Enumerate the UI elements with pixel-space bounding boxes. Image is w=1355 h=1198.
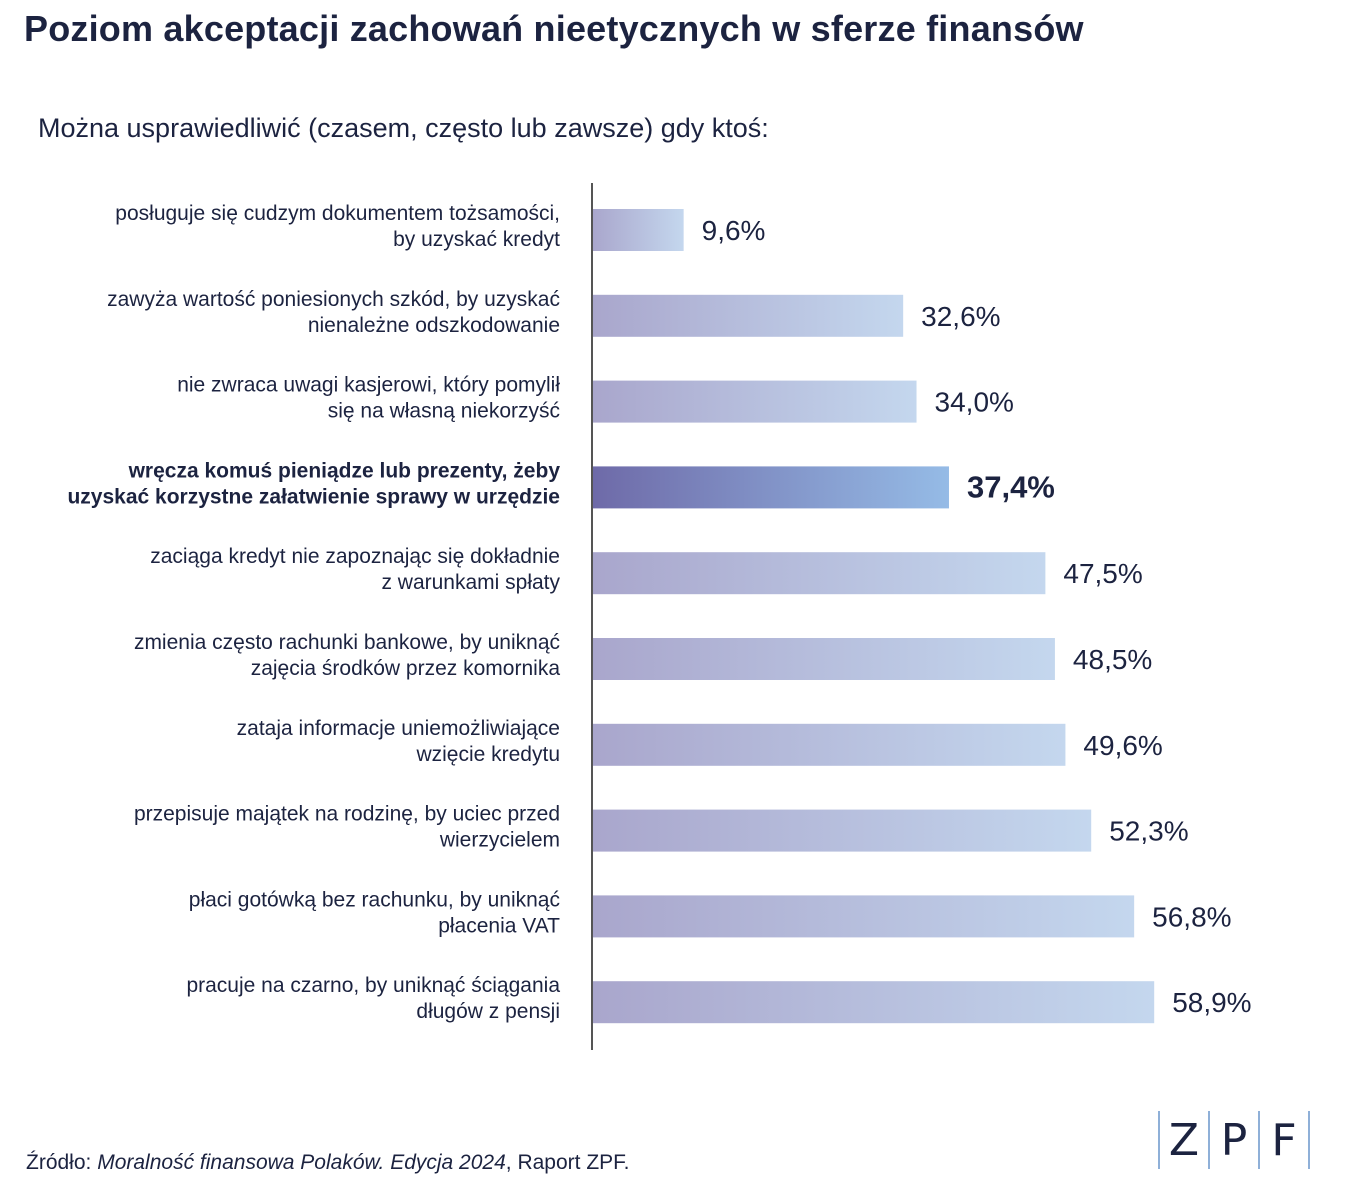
- category-label: z warunkami spłaty: [381, 571, 560, 594]
- category-label: zmienia często rachunki bankowe, by unik…: [134, 631, 560, 654]
- data-label: 37,4%: [967, 469, 1055, 504]
- category-label: przepisuje majątek na rodzinę, by uciec …: [134, 803, 560, 826]
- logo-divider: [1208, 1111, 1210, 1169]
- bar: [592, 552, 1046, 595]
- chart-title: Poziom akceptacji zachowań nieetycznych …: [24, 8, 1084, 49]
- category-label: zawyża wartość poniesionych szkód, by uz…: [107, 288, 560, 311]
- category-label: by uzyskać kredyt: [393, 228, 560, 251]
- data-label: 32,6%: [921, 301, 1000, 332]
- category-label: zajęcia środków przez komornika: [251, 657, 561, 680]
- bar: [592, 981, 1155, 1024]
- category-label: nie zwraca uwagi kasjerowi, który pomyli…: [177, 374, 560, 397]
- bar: [592, 723, 1066, 766]
- bar: [592, 209, 684, 251]
- category-label: zataja informacje uniemożliwiające: [237, 717, 560, 740]
- bar: [592, 380, 917, 423]
- category-label: wzięcie kredytu: [415, 743, 560, 766]
- category-label: płaci gotówką bez rachunku, by uniknąć: [189, 888, 560, 911]
- logo-letter: F: [1271, 1114, 1297, 1166]
- data-label: 56,8%: [1152, 901, 1231, 932]
- logo-letter: Z: [1168, 1114, 1200, 1166]
- data-label: 34,0%: [935, 387, 1014, 418]
- category-label: uzyskać korzystne załatwienie sprawy w u…: [67, 485, 560, 508]
- zpf-logo: Z P F: [1158, 1108, 1316, 1172]
- bar: [592, 638, 1055, 680]
- bar: [592, 895, 1135, 938]
- category-label: się na własną niekorzyść: [328, 400, 560, 423]
- category-label: nienależne odszkodowanie: [308, 314, 560, 337]
- data-label: 58,9%: [1172, 987, 1251, 1018]
- logo-divider: [1308, 1111, 1310, 1169]
- source-note: Źródło: Moralność finansowa Polaków. Edy…: [26, 1151, 629, 1175]
- data-label: 49,6%: [1083, 730, 1162, 761]
- source-title: Moralność finansowa Polaków. Edycja 2024: [97, 1151, 506, 1174]
- category-label: wierzycielem: [439, 829, 560, 852]
- bar: [592, 466, 949, 509]
- data-label: 47,5%: [1063, 558, 1142, 589]
- chart-subtitle: Można usprawiedliwić (czasem, często lub…: [38, 113, 769, 143]
- data-label: 48,5%: [1073, 644, 1152, 675]
- bar: [592, 294, 904, 337]
- data-label: 9,6%: [702, 215, 766, 246]
- category-label: długów z pensji: [416, 1000, 560, 1023]
- source-prefix: Źródło:: [26, 1151, 98, 1174]
- category-label: płacenia VAT: [438, 914, 560, 937]
- source-suffix: , Raport ZPF.: [505, 1151, 630, 1174]
- category-label: zaciąga kredyt nie zapoznając się dokład…: [150, 545, 560, 568]
- logo-divider: [1158, 1111, 1160, 1169]
- category-label: wręcza komuś pieniądze lub prezenty, żeb…: [128, 459, 561, 482]
- category-label: pracuje na czarno, by uniknąć ściągania: [186, 974, 560, 997]
- logo-letter: P: [1220, 1114, 1248, 1166]
- bar: [592, 809, 1092, 852]
- data-label: 52,3%: [1109, 816, 1188, 847]
- category-label: posługuje się cudzym dokumentem tożsamoś…: [115, 202, 560, 225]
- logo-divider: [1258, 1111, 1260, 1169]
